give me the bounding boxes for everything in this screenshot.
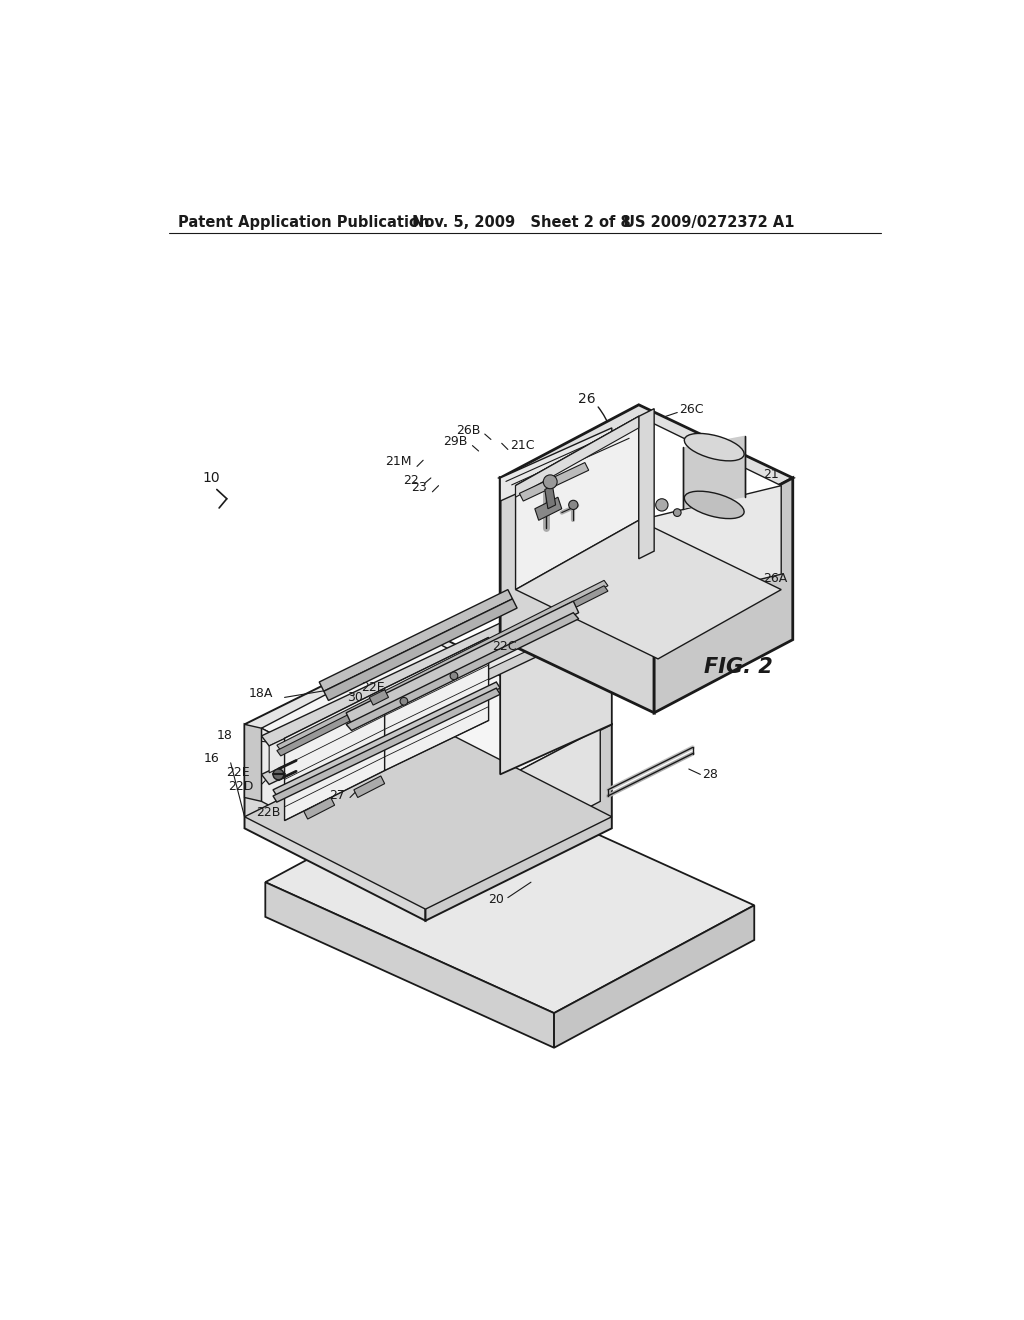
Text: Nov. 5, 2009   Sheet 2 of 8: Nov. 5, 2009 Sheet 2 of 8 bbox=[412, 215, 631, 230]
Text: 26C: 26C bbox=[679, 403, 703, 416]
Text: 22: 22 bbox=[403, 474, 419, 487]
Text: 22E: 22E bbox=[361, 681, 385, 694]
Circle shape bbox=[451, 672, 458, 680]
Polygon shape bbox=[273, 682, 500, 796]
Polygon shape bbox=[554, 906, 755, 1048]
Polygon shape bbox=[276, 586, 608, 756]
Text: 20: 20 bbox=[488, 894, 504, 907]
Text: 28: 28 bbox=[701, 768, 718, 781]
Text: 23: 23 bbox=[412, 482, 427, 495]
Circle shape bbox=[655, 499, 668, 511]
Text: 18: 18 bbox=[217, 730, 233, 742]
Polygon shape bbox=[346, 612, 579, 730]
Polygon shape bbox=[500, 478, 654, 713]
Polygon shape bbox=[245, 725, 425, 921]
Polygon shape bbox=[431, 729, 600, 890]
Polygon shape bbox=[261, 640, 600, 817]
Text: 18A: 18A bbox=[249, 686, 273, 700]
Text: 21C: 21C bbox=[510, 440, 535, 453]
Polygon shape bbox=[245, 725, 261, 801]
Polygon shape bbox=[500, 405, 793, 552]
Polygon shape bbox=[285, 688, 385, 821]
Polygon shape bbox=[261, 729, 431, 890]
Text: 26: 26 bbox=[578, 392, 595, 405]
Polygon shape bbox=[324, 599, 517, 701]
Text: 16: 16 bbox=[204, 752, 219, 766]
Ellipse shape bbox=[684, 433, 744, 461]
Polygon shape bbox=[265, 775, 755, 1014]
Polygon shape bbox=[245, 725, 611, 909]
Polygon shape bbox=[639, 486, 781, 609]
Polygon shape bbox=[500, 428, 611, 775]
Text: 29B: 29B bbox=[443, 436, 468, 449]
Circle shape bbox=[273, 770, 284, 780]
Polygon shape bbox=[265, 882, 554, 1048]
Polygon shape bbox=[515, 416, 639, 590]
Text: 21: 21 bbox=[764, 467, 779, 480]
Text: 26B: 26B bbox=[457, 424, 481, 437]
Ellipse shape bbox=[684, 491, 744, 519]
Text: Patent Application Publication: Patent Application Publication bbox=[178, 215, 430, 230]
Circle shape bbox=[674, 508, 681, 516]
Text: US 2009/0272372 A1: US 2009/0272372 A1 bbox=[624, 215, 795, 230]
Polygon shape bbox=[519, 462, 589, 502]
Text: 22D: 22D bbox=[228, 780, 254, 793]
Polygon shape bbox=[654, 478, 793, 713]
Polygon shape bbox=[304, 797, 335, 818]
Text: 22B: 22B bbox=[256, 807, 281, 820]
Polygon shape bbox=[515, 520, 781, 659]
Polygon shape bbox=[535, 498, 562, 520]
Polygon shape bbox=[276, 581, 608, 751]
Text: 22C: 22C bbox=[493, 640, 517, 653]
Polygon shape bbox=[545, 486, 556, 508]
Polygon shape bbox=[261, 576, 608, 746]
Polygon shape bbox=[370, 689, 388, 705]
Polygon shape bbox=[515, 416, 639, 498]
Text: 22E: 22E bbox=[226, 767, 250, 779]
Text: 26A: 26A bbox=[764, 572, 787, 585]
Polygon shape bbox=[261, 612, 608, 784]
Polygon shape bbox=[425, 725, 611, 921]
Polygon shape bbox=[319, 590, 512, 692]
Text: 27: 27 bbox=[329, 789, 345, 803]
Text: 30: 30 bbox=[347, 690, 364, 704]
Polygon shape bbox=[683, 436, 745, 508]
Polygon shape bbox=[245, 632, 611, 817]
Polygon shape bbox=[273, 688, 500, 803]
Circle shape bbox=[568, 500, 578, 510]
Polygon shape bbox=[515, 416, 781, 554]
Polygon shape bbox=[639, 409, 654, 558]
Polygon shape bbox=[346, 601, 579, 725]
Circle shape bbox=[400, 697, 408, 705]
Text: 10: 10 bbox=[202, 471, 220, 484]
Polygon shape bbox=[269, 586, 608, 774]
Polygon shape bbox=[385, 638, 488, 771]
Text: FIG. 2: FIG. 2 bbox=[705, 656, 773, 677]
Text: 21M: 21M bbox=[385, 455, 412, 469]
Polygon shape bbox=[354, 776, 385, 797]
Polygon shape bbox=[500, 428, 611, 502]
Circle shape bbox=[544, 475, 557, 488]
